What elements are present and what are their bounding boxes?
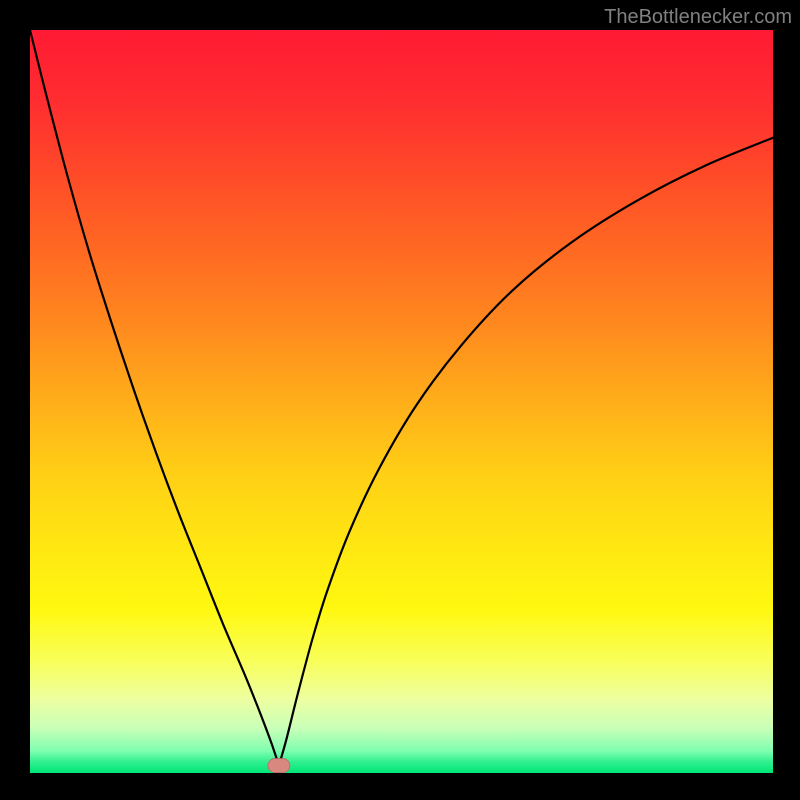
watermark-text: TheBottlenecker.com [604,6,792,29]
bottleneck-chart [0,0,800,800]
vertex-marker [268,759,290,773]
plot-area [30,30,773,773]
